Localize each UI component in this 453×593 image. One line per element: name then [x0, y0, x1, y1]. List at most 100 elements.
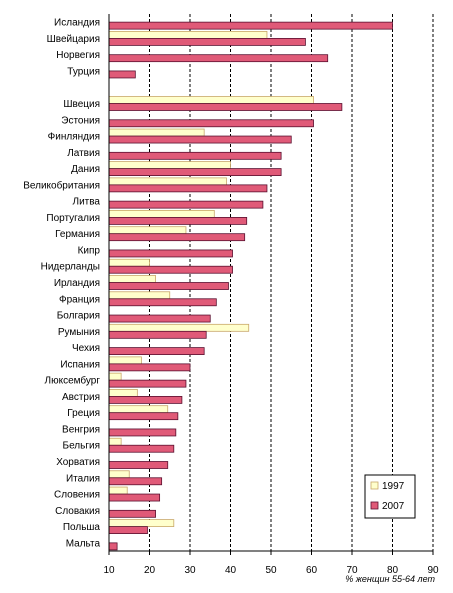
x-tick-label-40: 40	[225, 565, 237, 576]
category-label-24: Венгрия	[62, 424, 100, 435]
category-label-29: Словакия	[55, 506, 100, 517]
category-label-5: Эстония	[61, 115, 100, 126]
category-label-9: Великобритания	[23, 179, 100, 191]
category-label-13: Кипр	[78, 245, 101, 256]
category-label-17: Болгария	[57, 311, 100, 322]
category-label-7: Латвия	[67, 148, 100, 159]
x-axis-title: % женщин 55-64 лет	[345, 574, 435, 584]
bar-1997-12	[108, 226, 187, 235]
category-label-15: Ирландия	[54, 278, 100, 289]
bar-2007-8	[108, 168, 282, 176]
bar-2007-28	[108, 493, 161, 502]
bar-1997-27	[108, 470, 130, 479]
bar-2007-15	[108, 282, 229, 290]
x-tick-label-50: 50	[265, 565, 277, 576]
bar-1997-28	[108, 486, 128, 495]
category-label-30: Польша	[63, 522, 101, 533]
bar-2007-18	[108, 330, 207, 339]
x-tick-label-80: 80	[387, 565, 399, 576]
bar-1997-21	[108, 372, 122, 381]
x-tick-label-60: 60	[306, 565, 318, 576]
category-label-25: Бельгия	[63, 441, 101, 452]
legend-label-2007: 2007	[382, 501, 405, 512]
category-label-11: Португалия	[46, 213, 100, 224]
bar-2007-13	[108, 249, 233, 258]
bar-2007-4	[108, 103, 343, 111]
x-axis: 10 20 30 40 50 60 70 80 90	[103, 14, 439, 576]
bar-2007-10	[108, 200, 264, 209]
bar-1997-30	[108, 519, 175, 527]
legend-swatch-2007	[370, 501, 379, 510]
bar-1997-4	[108, 96, 314, 104]
bar-2007-27	[108, 477, 163, 486]
category-label-14: Нидерланды	[41, 262, 100, 273]
category-label-21: Люксембург	[45, 375, 101, 387]
bar-1997-18	[108, 323, 250, 332]
category-label-19: Чехия	[72, 343, 100, 354]
category-label-12: Германия	[55, 229, 100, 240]
bar-1997-14	[108, 258, 150, 267]
bar-2007-0	[108, 21, 393, 30]
bar-2007-20	[108, 363, 191, 372]
category-labels: Исландия Швейцария Норвегия Турция Швеция Эст…	[23, 18, 100, 550]
bar-1997-6	[108, 128, 205, 137]
legend: 1997 2007	[364, 474, 416, 519]
bar-2007-11	[108, 217, 248, 225]
bar-2007-14	[108, 265, 233, 274]
category-label-27: Италия	[66, 473, 100, 484]
category-label-1: Швейцария	[47, 34, 100, 45]
bar-2007-9	[108, 184, 268, 193]
bar-2007-30	[108, 526, 148, 534]
category-label-23: Греция	[67, 408, 100, 419]
bar-2007-17	[108, 314, 211, 323]
category-label-6: Финляндия	[48, 132, 100, 143]
bar-2007-26	[108, 461, 169, 469]
bar-2007-19	[108, 347, 205, 355]
category-label-28: Словения	[54, 490, 100, 501]
bar-1997-15	[108, 275, 156, 283]
bar-2007-6	[108, 135, 292, 144]
bar-2007-2	[108, 54, 329, 63]
bar-1997-20	[108, 356, 142, 365]
x-tick-label-20: 20	[144, 565, 156, 576]
category-label-18: Румыния	[58, 327, 100, 338]
legend-swatch-1997	[370, 481, 379, 490]
category-label-22: Австрия	[62, 392, 100, 403]
bar-2007-16	[108, 298, 217, 307]
category-label-4: Швеция	[63, 99, 100, 110]
bar-1997-16	[108, 291, 171, 300]
x-tick-label-10: 10	[103, 565, 115, 576]
bar-2007-7	[108, 151, 282, 160]
category-label-31: Мальта	[66, 538, 101, 549]
legend-label-1997: 1997	[382, 481, 405, 492]
bar-1997-22	[108, 389, 138, 397]
bar-2007-23	[108, 412, 179, 421]
bar-1997-25	[108, 437, 122, 446]
x-tick-label-90: 90	[427, 565, 439, 576]
bars	[108, 21, 393, 551]
category-label-8: Дания	[71, 164, 100, 175]
bar-2007-21	[108, 379, 187, 388]
bar-1997-23	[108, 405, 169, 414]
bar-2007-3	[108, 70, 136, 79]
bar-2007-22	[108, 396, 183, 404]
category-label-26: Хорватия	[56, 457, 100, 468]
bar-1997-11	[108, 210, 215, 218]
x-tick-label-30: 30	[184, 565, 196, 576]
bar-2007-12	[108, 233, 246, 242]
bar-2007-25	[108, 444, 175, 453]
bar-2007-5	[108, 119, 314, 128]
bar-1997-1	[108, 31, 268, 39]
x-tick-label-70: 70	[346, 565, 358, 576]
category-label-2: Норвегия	[56, 50, 100, 61]
category-label-0: Исландия	[54, 18, 100, 29]
category-label-20: Испания	[60, 359, 100, 370]
bar-2007-24	[108, 428, 177, 437]
bar-1997-9	[108, 177, 227, 186]
category-label-10: Литва	[73, 197, 101, 208]
bar-2007-29	[108, 509, 156, 518]
bar-1997-8	[108, 161, 231, 169]
category-label-16: Франция	[59, 294, 100, 305]
bar-2007-1	[108, 38, 306, 46]
